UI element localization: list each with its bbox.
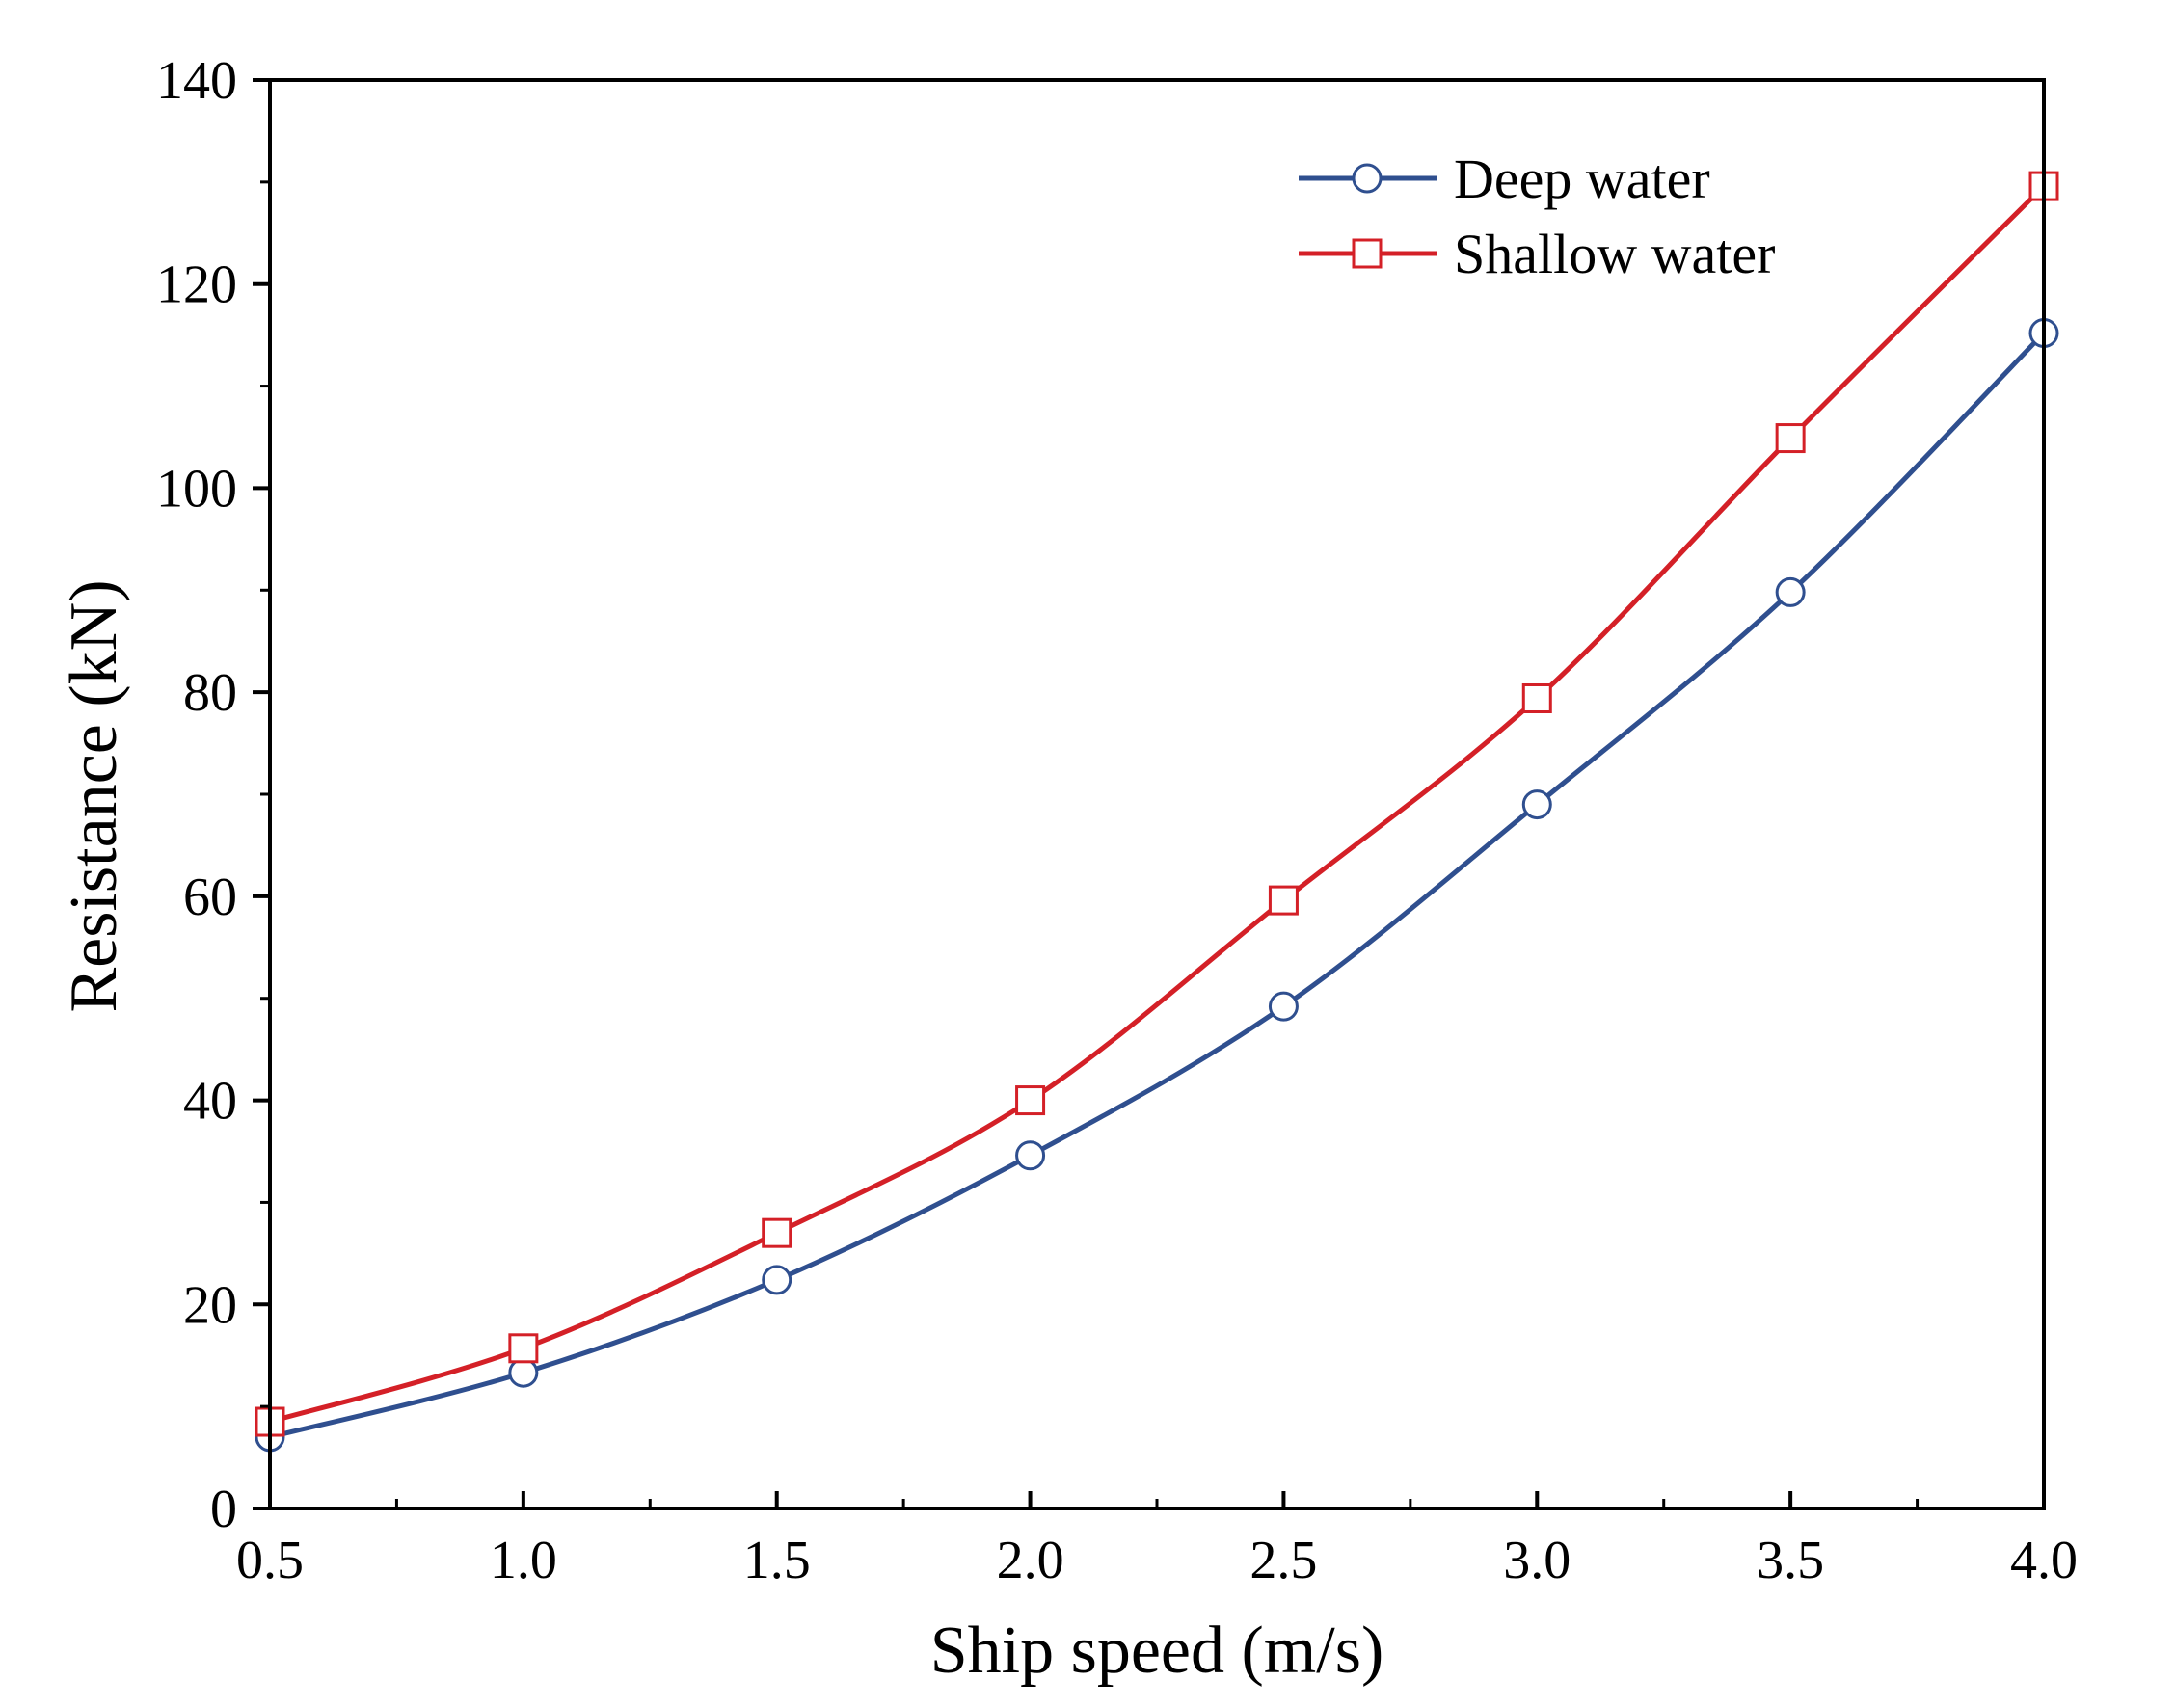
data-point-shallow-water xyxy=(1015,1085,1046,1116)
y-tick-label: 120 xyxy=(156,255,237,315)
data-point-deep-water xyxy=(762,1265,792,1295)
x-tick-label: 2.0 xyxy=(997,1531,1064,1590)
y-tick-label: 0 xyxy=(210,1480,237,1539)
legend-marker-deep-water xyxy=(1352,163,1383,194)
y-tick-label: 80 xyxy=(183,663,237,723)
data-point-deep-water xyxy=(1521,789,1552,820)
x-tick-label: 3.0 xyxy=(1503,1531,1571,1590)
data-point-shallow-water xyxy=(1521,682,1552,713)
data-point-deep-water xyxy=(1775,576,1806,607)
legend-label-deep-water: Deep water xyxy=(1454,147,1710,210)
x-tick-label: 3.5 xyxy=(1757,1531,1824,1590)
tick-label-layer: 0.5 1.0 1.5 2.0 2.5 3.0 3.5 4.0 0 20 40 60 80 100 120 1… xyxy=(156,51,2078,1590)
x-tick-label: 1.0 xyxy=(490,1531,557,1590)
series-line-shallow-water xyxy=(269,184,2046,1425)
y-tick-label: 60 xyxy=(183,867,237,927)
data-point-shallow-water xyxy=(1268,885,1299,916)
plot-frame xyxy=(268,78,2046,1510)
x-tick-label: 2.5 xyxy=(1249,1531,1317,1590)
x-tick-label: 0.5 xyxy=(236,1531,304,1590)
y-axis-title: Resistance (kN) xyxy=(57,579,131,1012)
series-shallow-water xyxy=(255,171,2059,1437)
tick-layer xyxy=(253,78,2046,1510)
legend: Deep water Shallow water xyxy=(1299,147,1775,285)
x-axis-title: Ship speed (m/s) xyxy=(930,1614,1384,1688)
series-layer xyxy=(255,171,2059,1453)
x-tick-label: 1.5 xyxy=(743,1531,811,1590)
y-tick-label: 100 xyxy=(156,459,237,519)
y-tick-label: 20 xyxy=(183,1275,237,1335)
legend-marker-shallow-water xyxy=(1352,238,1383,269)
series-line-deep-water xyxy=(269,331,2046,1440)
legend-label-shallow-water: Shallow water xyxy=(1454,223,1775,285)
data-point-deep-water xyxy=(1268,991,1299,1022)
data-point-shallow-water xyxy=(1775,423,1806,454)
y-tick-label: 140 xyxy=(156,51,237,111)
x-tick-label: 4.0 xyxy=(2010,1531,2078,1590)
y-tick-label: 40 xyxy=(183,1072,237,1132)
data-point-deep-water xyxy=(508,1357,539,1388)
series-deep-water xyxy=(255,318,2059,1453)
data-point-deep-water xyxy=(1015,1140,1046,1171)
data-point-shallow-water xyxy=(508,1333,539,1364)
data-point-shallow-water xyxy=(762,1217,792,1248)
